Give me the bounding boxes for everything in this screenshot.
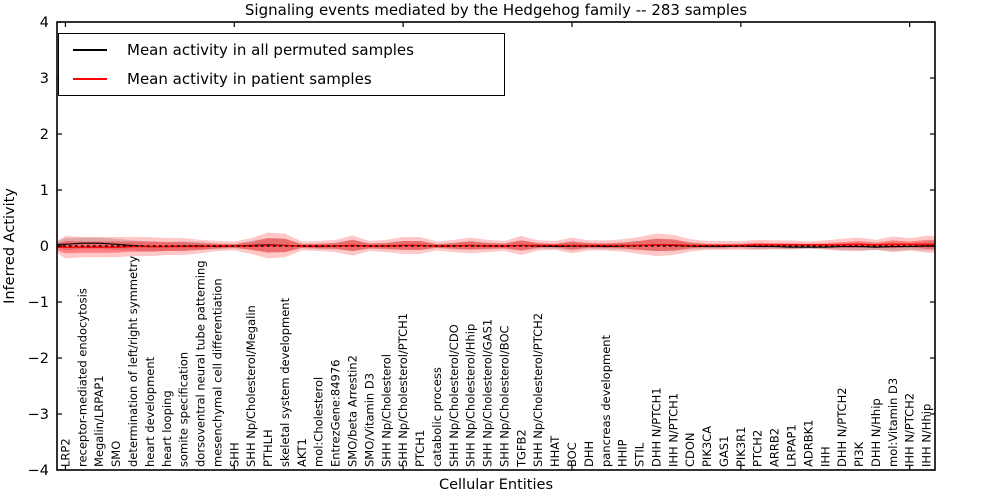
y-tick-label: 0 <box>40 239 49 255</box>
x-category-label: PIK3CA <box>700 426 714 467</box>
x-category-label: SHH Np/Cholesterol/GAS1 <box>481 319 495 467</box>
x-axis-label: Cellular Entities <box>438 477 554 493</box>
x-category-label: SMO <box>109 441 123 467</box>
x-category-label: determination of left/right symmetry <box>126 256 140 467</box>
x-category-label: receptor-mediated endocytosis <box>75 288 89 467</box>
x-category-label: PIK3R1 <box>734 427 748 468</box>
x-category-label: mesenchymal cell differentiation <box>210 278 224 467</box>
x-category-label: BOC <box>565 442 579 467</box>
x-category-label: SHH Np/Cholesterol/Hhip <box>464 324 478 467</box>
legend-item-permuted: Mean activity in all permuted samples <box>59 36 504 65</box>
x-category-label: STIL <box>633 442 647 467</box>
x-category-label: skeletal system development <box>278 297 292 467</box>
x-category-label: PTCH1 <box>413 430 427 467</box>
x-category-label: DHH <box>582 441 596 467</box>
legend-label-permuted: Mean activity in all permuted samples <box>127 41 414 59</box>
x-category-label: catabolic process <box>430 367 444 467</box>
y-tick-label: 4 <box>40 15 49 31</box>
x-category-label: mol:Vitamin D3 <box>886 378 900 467</box>
x-category-label: IHH <box>818 446 832 467</box>
x-category-label: SMO/beta Arrestin2 <box>345 355 359 467</box>
y-axis-label: Inferred Activity <box>2 188 18 304</box>
x-category-label: PTHLH <box>261 429 275 467</box>
x-category-label: HHAT <box>548 435 562 467</box>
x-category-label: GAS1 <box>717 436 731 467</box>
patient-line-sample-icon <box>73 78 107 80</box>
x-category-label: SHH Np/Cholesterol/CDO <box>447 324 461 467</box>
x-category-label: IHH N/Hhip <box>920 404 934 467</box>
x-category-label: SHH Np/Cholesterol <box>379 354 393 467</box>
y-tick-label: −3 <box>28 407 49 423</box>
y-tick-label: 1 <box>40 183 49 199</box>
x-category-label: dorsoventral neural tube patterning <box>194 260 208 467</box>
x-category-label: SHH <box>227 442 241 467</box>
x-category-label: SHH Np/Cholesterol/PTCH2 <box>531 313 545 467</box>
legend-item-patient: Mean activity in patient samples <box>59 65 504 94</box>
x-category-label: CDON <box>683 432 697 467</box>
x-category-label: LRP2 <box>58 438 72 467</box>
x-category-label: SHH Np/Cholesterol/Megalin <box>244 305 258 467</box>
x-category-label: LRPAP1 <box>784 424 798 467</box>
x-category-label: EntrezGene:84976 <box>329 360 343 467</box>
axes-frame <box>56 21 936 471</box>
x-category-label: heart looping <box>160 390 174 467</box>
x-category-label: PI3K <box>852 441 866 467</box>
x-category-label: DHH N/PTCH2 <box>835 387 849 467</box>
x-category-label: SHH Np/Cholesterol/BOC <box>497 325 511 467</box>
legend-label-patient: Mean activity in patient samples <box>127 70 372 88</box>
x-category-label: ADRBK1 <box>801 420 815 467</box>
x-category-label: TGFB2 <box>514 429 528 468</box>
y-tick-label: −4 <box>28 463 49 479</box>
y-tick-label: 2 <box>40 127 49 143</box>
x-category-label: DHH N/PTCH1 <box>649 387 663 467</box>
x-category-label: AKT1 <box>295 438 309 467</box>
x-category-label: mol:Cholesterol <box>312 377 326 467</box>
x-category-label: PTCH2 <box>751 430 765 467</box>
x-category-label: ARRB2 <box>768 428 782 467</box>
x-category-label: pancreas development <box>599 334 613 467</box>
x-category-label: SMO/Vitamin D3 <box>362 373 376 467</box>
permuted-band <box>57 237 935 253</box>
x-category-label: somite specification <box>177 352 191 467</box>
legend: Mean activity in all permuted samples Me… <box>58 33 505 96</box>
x-category-label: DHH N/Hhip <box>869 398 883 467</box>
x-category-label: IHH N/PTCH1 <box>666 393 680 467</box>
x-category-label: Megalin/LRPAP1 <box>92 375 106 467</box>
x-category-label: IHH N/PTCH2 <box>903 393 917 467</box>
permuted-line-sample-icon <box>73 49 107 51</box>
x-category-label: HHIP <box>616 439 630 467</box>
x-category-label: SHH Np/Cholesterol/PTCH1 <box>396 313 410 467</box>
y-tick-label: 3 <box>40 71 49 87</box>
x-category-label: heart development <box>143 356 157 467</box>
y-tick-label: −2 <box>28 351 49 367</box>
chart-title: Signaling events mediated by the Hedgeho… <box>244 1 748 19</box>
y-tick-label: −1 <box>28 295 49 311</box>
